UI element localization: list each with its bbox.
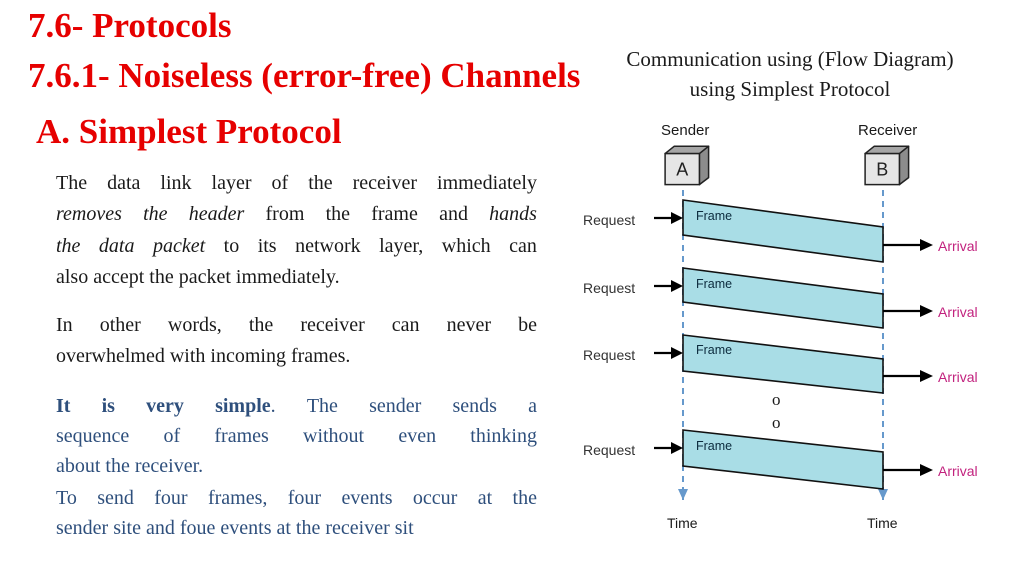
svg-text:o: o bbox=[772, 413, 781, 432]
svg-text:o: o bbox=[772, 390, 781, 409]
svg-text:Sender: Sender bbox=[661, 122, 709, 139]
svg-text:Frame: Frame bbox=[696, 343, 732, 357]
svg-text:Arrival: Arrival bbox=[938, 463, 978, 479]
svg-text:Request: Request bbox=[583, 347, 635, 363]
svg-text:B: B bbox=[876, 160, 888, 180]
svg-text:Request: Request bbox=[583, 280, 635, 296]
svg-text:Frame: Frame bbox=[696, 209, 732, 223]
svg-text:Request: Request bbox=[583, 212, 635, 228]
svg-text:Arrival: Arrival bbox=[938, 238, 978, 254]
svg-text:Time: Time bbox=[667, 515, 698, 531]
svg-text:Time: Time bbox=[867, 515, 898, 531]
svg-text:Arrival: Arrival bbox=[938, 369, 978, 385]
svg-text:Request: Request bbox=[583, 442, 635, 458]
svg-text:A: A bbox=[676, 160, 688, 180]
svg-text:Frame: Frame bbox=[696, 277, 732, 291]
svg-text:Arrival: Arrival bbox=[938, 304, 978, 320]
svg-text:Frame: Frame bbox=[696, 439, 732, 453]
svg-text:Receiver: Receiver bbox=[858, 122, 917, 139]
